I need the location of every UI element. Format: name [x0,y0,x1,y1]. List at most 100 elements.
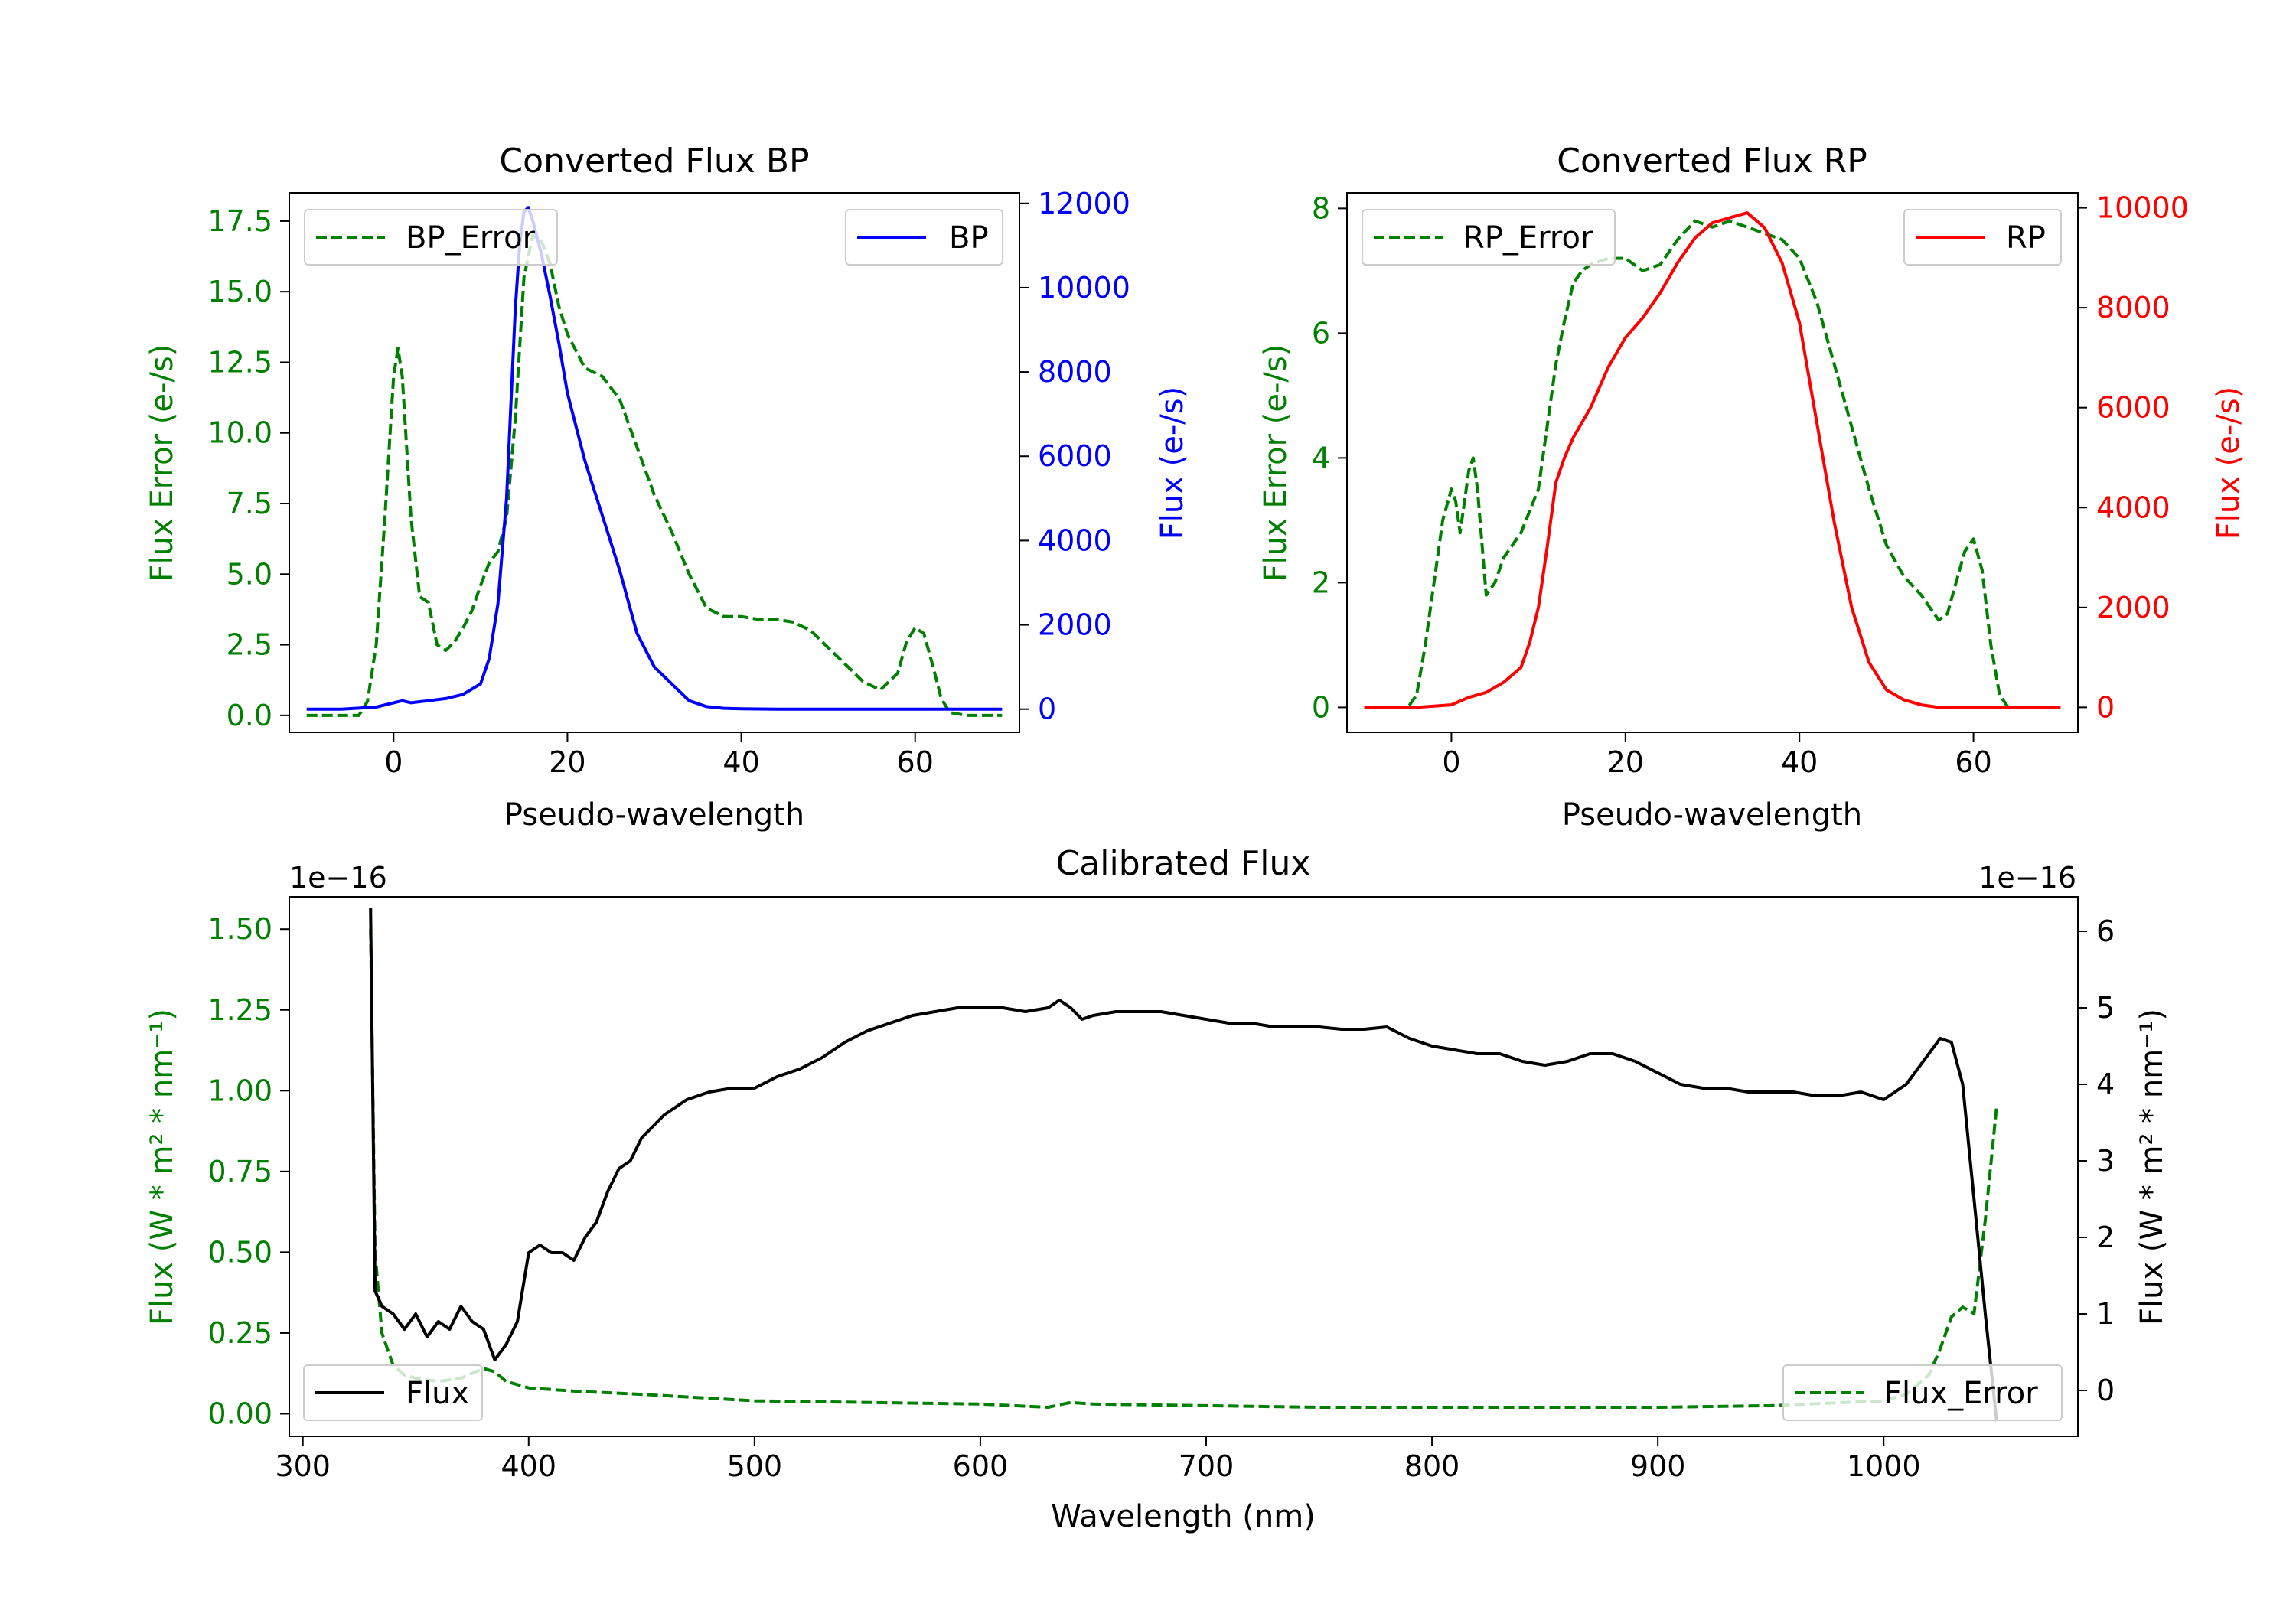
rp-x-axis: 0 20 40 60 [1442,732,1992,779]
bp-y-left-tick-label-4: 10.0 [207,416,272,450]
calibrated-x-tick-label-5: 800 [1404,1449,1460,1483]
rp-y-left-tick-label-3: 6 [1312,316,1330,350]
bp-legend-flux-label: BP [949,220,989,256]
rp-legend-error-label: RP_Error [1463,220,1593,256]
rp-panel: Converted Flux RP Pseudo-wavelength Flux… [1258,142,2246,833]
rp-x-tick-label-0: 0 [1442,745,1460,779]
bp-y-right-tick-label-6: 12000 [1038,187,1130,220]
rp-legend-error: RP_Error [1362,209,1616,266]
bp-y-axis-left: 0.0 2.5 5.0 7.5 10.0 12.5 15.0 17.5 [207,204,289,732]
calibrated-y-axis-right: 0 1 2 3 4 5 6 [2078,914,2115,1407]
bp-panel: Converted Flux BP Pseudo-wavelength Flux… [145,142,1190,833]
bp-plot-frame [289,192,1020,733]
rp-legend-error-box [1362,209,1616,266]
rp-x-tick-label-1: 20 [1607,745,1644,779]
calibrated-panel: Calibrated Flux Wavelength (nm) 1e−16 1e… [145,844,2170,1534]
rp-y-right-tick-label-3: 6000 [2096,391,2170,425]
calibrated-y-right-tick-label-4: 4 [2096,1068,2115,1101]
bp-x-tick-label-0: 0 [384,745,403,779]
bp-y-left-tick-label-2: 5.0 [227,557,272,591]
bp-y-left-tick-label-6: 15.0 [207,275,272,308]
rp-y-right-tick-label-5: 10000 [2096,191,2189,225]
calibrated-y-right-tick-label-6: 6 [2096,914,2115,948]
rp-y-left-tick-label-1: 2 [1312,566,1330,599]
bp-x-tick-label-3: 60 [897,745,934,779]
bp-legend-error: BP_Error [304,209,558,266]
calibrated-y-left-tick-label-1: 0.25 [207,1316,272,1350]
calibrated-x-tick-label-4: 700 [1179,1449,1234,1483]
calibrated-series-flux-line [369,908,1998,1422]
calibrated-x-tick-label-0: 300 [275,1449,331,1483]
calibrated-y-left-tick-label-0: 0.00 [207,1397,272,1430]
bp-x-tick-label-1: 20 [549,745,585,779]
bp-y-left-tick-label-7: 17.5 [207,204,272,238]
bp-y-left-tick-label-1: 2.5 [227,628,272,662]
calibrated-x-tick-label-6: 900 [1630,1449,1686,1483]
bp-series-bp-line [306,206,1003,711]
calibrated-x-tick-label-2: 500 [727,1449,783,1483]
rp-y-right-tick-label-2: 4000 [2096,491,2170,524]
bp-y-left-tick-label-3: 7.5 [227,487,272,520]
rp-y-left-tick-label-4: 8 [1312,191,1330,225]
bp-y-right-tick-label-4: 8000 [1038,355,1112,389]
calibrated-series-flux-error-line [369,929,1998,1409]
bp-series [306,206,1003,717]
rp-y-axis-left: 0 2 4 6 8 [1312,191,1347,724]
rp-y-left-tick-label-2: 4 [1312,441,1330,474]
bp-legend-error-box [304,209,558,266]
rp-y-right-tick-label-1: 2000 [2096,591,2170,624]
calibrated-y-left-tick-label-5: 1.25 [207,993,272,1027]
bp-y-left-tick-label-0: 0.0 [227,699,272,732]
calibrated-y-left-tick-label-6: 1.50 [207,912,272,946]
rp-y-right-tick-label-0: 0 [2096,690,2115,724]
bp-legend-flux: BP [845,209,1003,266]
rp-title: Converted Flux RP [1557,142,1867,181]
rp-ylabel-right: Flux (e-/s) [2211,386,2246,539]
rp-legend-flux-label: RP [2006,220,2046,256]
calibrated-legend-flux-label: Flux [406,1376,469,1411]
calibrated-x-axis: 300 400 500 600 700 800 900 1000 [275,1436,1921,1483]
rp-x-tick-label-3: 60 [1955,745,1991,779]
rp-series-rp-line [1364,211,2061,709]
calibrated-x-tick-label-1: 400 [501,1449,557,1483]
bp-y-right-tick-label-2: 4000 [1038,523,1112,557]
rp-series [1364,211,2061,709]
bp-xlabel: Pseudo-wavelength [504,797,804,833]
bp-y-right-tick-label-0: 0 [1038,693,1056,726]
bp-y-right-tick-label-5: 10000 [1038,271,1130,305]
bp-ylabel-right: Flux (e-/s) [1155,386,1190,539]
calibrated-y-right-tick-label-2: 2 [2096,1221,2115,1254]
bp-y-right-tick-label-1: 2000 [1038,608,1112,642]
calibrated-y-left-tick-label-3: 0.75 [207,1155,272,1188]
bp-x-tick-label-2: 40 [722,745,759,779]
calibrated-y-right-tick-label-5: 5 [2096,991,2115,1025]
calibrated-legend-flux: Flux [303,1364,483,1421]
calibrated-ylabel-right: Flux (W * m² * nm⁻¹) [2135,1009,2170,1325]
calibrated-y-right-tick-label-1: 1 [2096,1297,2115,1331]
rp-y-right-tick-label-4: 8000 [2096,291,2170,324]
calibrated-ylabel-left: Flux (W * m² * nm⁻¹) [145,1009,180,1325]
calibrated-legend-error: Flux_Error [1782,1364,2063,1421]
bp-y-left-tick-label-5: 12.5 [207,345,272,379]
bp-title: Converted Flux BP [499,142,809,181]
calibrated-legend-error-box [1782,1364,2063,1421]
bp-y-right-tick-label-3: 6000 [1038,439,1112,473]
rp-y-axis-right: 0 2000 4000 6000 8000 10000 [2078,191,2189,724]
calibrated-series [369,908,1998,1422]
rp-y-left-tick-label-0: 0 [1312,690,1330,724]
calibrated-y-right-tick-label-0: 0 [2096,1374,2115,1407]
bp-y-axis-right: 0 2000 4000 6000 8000 10000 12000 [1019,187,1130,726]
calibrated-offset-right: 1e−16 [1978,861,2076,895]
calibrated-y-right-tick-label-3: 3 [2096,1144,2115,1178]
bp-series-bp-error-line [306,233,1003,717]
rp-ylabel-left: Flux Error (e-/s) [1258,344,1293,582]
rp-series-rp-error-line [1364,219,2061,709]
rp-plot-frame [1346,192,2079,733]
rp-legend-flux: RP [1903,209,2062,266]
calibrated-legend-error-label: Flux_Error [1884,1376,2038,1411]
calibrated-y-left-tick-label-4: 1.00 [207,1074,272,1107]
bp-ylabel-left: Flux Error (e-/s) [145,344,180,582]
calibrated-offset-left: 1e−16 [289,861,387,895]
calibrated-x-tick-label-7: 1000 [1847,1449,1921,1483]
